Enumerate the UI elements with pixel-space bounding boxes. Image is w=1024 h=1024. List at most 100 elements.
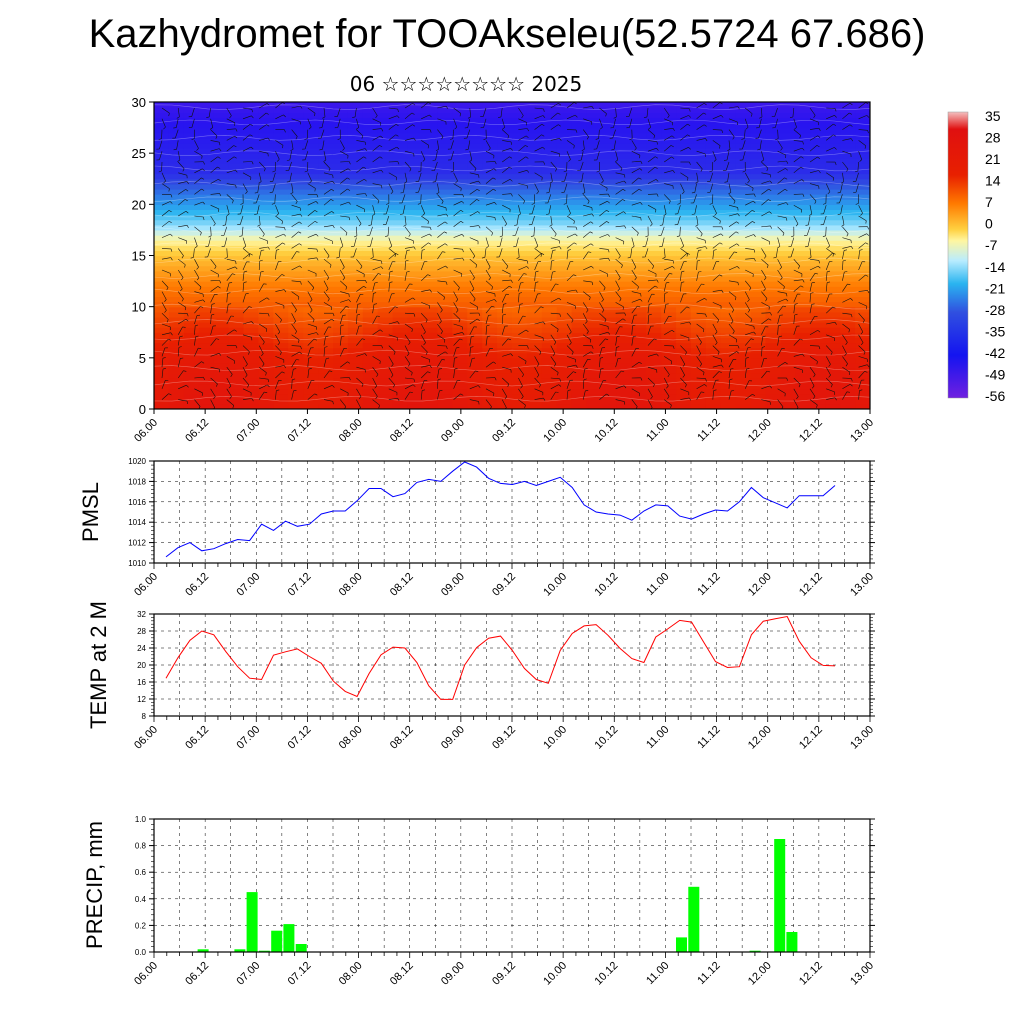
heatmap-cell: [676, 255, 692, 262]
heatmap-cell: [183, 204, 200, 211]
heatmap-cell: [691, 194, 707, 200]
wind-barb: [259, 150, 268, 154]
heatmap-cell: [213, 383, 230, 390]
wind-barb-flag: [681, 245, 684, 249]
heatmap-cell: [392, 122, 409, 129]
wind-barb-flag: [400, 192, 404, 194]
heatmap-cell: [318, 127, 334, 134]
heatmap-cell: [347, 219, 364, 226]
heatmap-cell: [601, 286, 618, 292]
wind-barb-flag: [555, 391, 559, 393]
heatmap-cell: [512, 286, 528, 292]
heatmap-cell: [780, 306, 797, 313]
wind-barb-flag: [487, 266, 491, 270]
heatmap-cell: [616, 122, 632, 129]
heatmap-cell: [407, 327, 424, 333]
heatmap-cell: [273, 168, 289, 175]
heatmap-cell: [347, 281, 364, 287]
heatmap-cell: [780, 214, 797, 221]
isotherm-line: [154, 211, 870, 218]
heatmap-cell: [347, 240, 364, 246]
wind-barb-flag: [423, 342, 426, 346]
wind-barb-flag: [695, 224, 699, 227]
wind-barb-flag: [446, 281, 448, 285]
heatmap-cell: [482, 368, 498, 374]
heatmap-cell: [258, 327, 274, 333]
wind-barb: [242, 146, 252, 152]
wind-barb-flag: [441, 359, 445, 361]
heatmap-cell: [303, 362, 319, 369]
heatmap-cell: [631, 122, 647, 129]
heatmap-cell: [691, 178, 707, 185]
heatmap-cell: [795, 199, 811, 205]
wind-barb: [291, 379, 293, 389]
heatmap-cell: [362, 240, 379, 246]
heatmap-cell: [720, 393, 737, 400]
wind-barb-flag: [462, 332, 465, 335]
wind-barb: [728, 280, 738, 283]
heatmap-cell: [288, 107, 304, 113]
heatmap-cell: [661, 368, 677, 374]
heatmap-cell: [198, 199, 215, 205]
wind-barb-flag: [179, 335, 183, 337]
heatmap-cell: [780, 194, 797, 200]
heatmap-cell: [482, 398, 498, 405]
heatmap-cell: [452, 260, 468, 267]
heatmap-cell: [362, 275, 379, 282]
heatmap-cell: [392, 245, 409, 251]
wind-barb: [615, 211, 624, 217]
wind-barb-flag: [300, 105, 303, 109]
heatmap-cell: [362, 337, 379, 344]
heatmap-cell: [765, 342, 782, 349]
heatmap-cell: [154, 148, 170, 154]
wind-barb: [615, 318, 624, 325]
wind-barb: [178, 172, 187, 176]
wind-barb: [340, 215, 350, 218]
heatmap-cell: [347, 250, 364, 257]
heatmap-cell: [512, 373, 528, 379]
wind-barb: [339, 259, 345, 268]
heatmap-cell: [377, 311, 394, 318]
wind-barb: [242, 334, 252, 338]
wind-barb-flag: [168, 113, 170, 117]
heatmap-cell: [333, 311, 349, 318]
wind-barb: [550, 172, 553, 182]
heatmap-cell: [243, 270, 260, 277]
wind-barb: [534, 237, 539, 247]
heatmap-cell: [512, 178, 528, 185]
isotherm-line: [154, 395, 870, 402]
wind-barb-flag: [267, 379, 270, 383]
heatmap-cell: [377, 127, 394, 134]
wind-barb: [161, 269, 171, 274]
heatmap-cell: [616, 112, 632, 118]
wind-barb: [194, 376, 204, 379]
wind-barb-flag: [517, 213, 521, 216]
wind-barb: [534, 356, 540, 365]
heatmap-cell: [258, 107, 274, 113]
heatmap-cell: [228, 158, 245, 164]
wind-barb: [712, 129, 722, 131]
wind-barb-flag: [536, 374, 540, 378]
heatmap-cell: [855, 393, 870, 400]
heatmap-cell: [825, 173, 841, 180]
heatmap-cell: [541, 107, 558, 113]
heatmap-cell: [765, 255, 782, 262]
heatmap-cell: [198, 235, 215, 241]
wind-barb-flag: [250, 146, 254, 150]
heatmap-cell: [512, 260, 528, 267]
wind-barb: [323, 399, 333, 402]
heatmap-cell: [586, 163, 603, 170]
heatmap-cell: [497, 357, 513, 364]
heatmap-cell: [168, 137, 185, 144]
wind-barb: [437, 379, 439, 389]
heatmap-cell: [198, 158, 215, 164]
heatmap-cell: [840, 148, 856, 154]
heatmap-cell: [601, 311, 618, 318]
heatmap-cell: [168, 245, 185, 251]
heatmap-cell: [198, 112, 215, 118]
heatmap-cell: [691, 316, 707, 323]
wind-barb: [680, 261, 684, 271]
heatmap-cell: [303, 255, 319, 262]
heatmap-cell: [512, 398, 528, 405]
wind-barb: [420, 312, 428, 321]
